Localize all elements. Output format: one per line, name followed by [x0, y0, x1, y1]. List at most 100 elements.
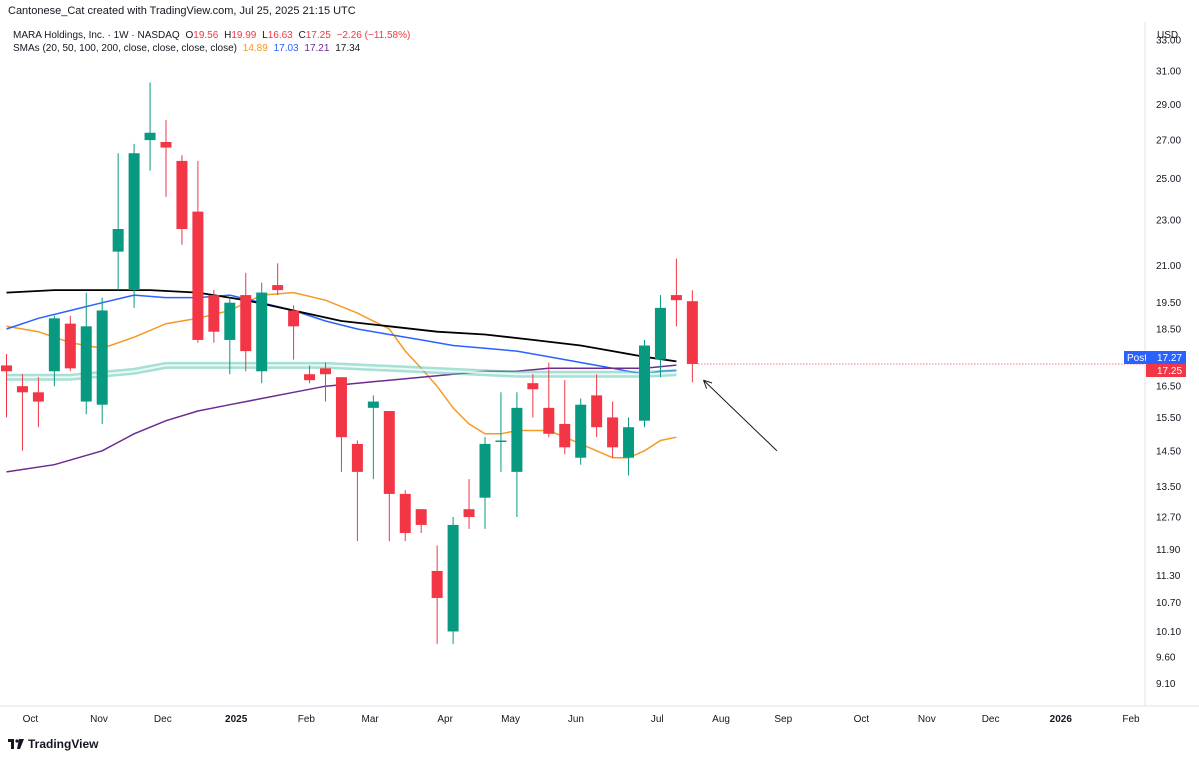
candle-body: [607, 417, 619, 448]
candle-body: [32, 392, 44, 402]
time-tick-label: 2025: [225, 714, 248, 725]
price-tick-label: 31.00: [1156, 67, 1181, 78]
time-tick-label: Oct: [854, 714, 870, 725]
time-tick-label: Feb: [298, 714, 316, 725]
price-tick-label: 11.90: [1156, 545, 1181, 556]
time-tick-label: Nov: [90, 714, 108, 725]
annotation-arrowhead: [703, 379, 708, 389]
brand-name: TradingView: [28, 737, 99, 751]
candle-body: [367, 401, 379, 408]
price-tick-label: 15.50: [1156, 413, 1181, 424]
candle-body: [463, 509, 475, 517]
candle-body: [591, 395, 603, 428]
sma-line-3: [6, 364, 677, 473]
candle-body: [16, 386, 28, 393]
candle-body: [639, 345, 650, 421]
candle-body: [335, 377, 347, 438]
candle-body: [351, 443, 363, 472]
currency-label: USD: [1157, 30, 1178, 41]
sma20-value: 14.89: [242, 43, 268, 54]
post-tag-label: Post: [1127, 353, 1147, 364]
post-value: 17.27: [1157, 353, 1182, 364]
low-value: 16.63: [267, 30, 293, 41]
time-tick-label: Aug: [712, 714, 730, 725]
candle-body: [543, 407, 555, 434]
sma200-value: 17.34: [335, 43, 361, 54]
sma-legend: SMAs (20, 50, 100, 200, close, close, cl…: [13, 43, 363, 54]
close-value: 17.25: [305, 30, 331, 41]
candle-body: [96, 310, 108, 405]
candle-body: [176, 160, 188, 230]
candle-body: [48, 318, 60, 372]
time-tick-label: 2026: [1050, 714, 1073, 725]
candle-body: [559, 423, 571, 448]
time-tick-label: Oct: [23, 714, 39, 725]
candle-body: [511, 407, 523, 472]
time-tick-label: Dec: [154, 714, 172, 725]
candle-body: [447, 524, 459, 632]
open-label: O: [185, 30, 194, 41]
time-tick-label: Mar: [362, 714, 380, 725]
tradingview-logo[interactable]: TradingView: [8, 737, 98, 751]
candle-body: [320, 368, 331, 375]
sma-line-4: [6, 289, 677, 363]
time-tick-label: Apr: [437, 714, 453, 725]
close-label: C: [298, 30, 306, 41]
price-tick-label: 16.50: [1156, 382, 1181, 393]
sma-name: SMAs (20, 50, 100, 200, close, close, cl…: [13, 43, 237, 54]
candle-body: [80, 326, 92, 402]
price-tick-label: 25.00: [1156, 174, 1181, 185]
candle-body: [112, 229, 124, 252]
price-tick-label: 27.00: [1156, 136, 1181, 147]
candle-body: [670, 295, 682, 301]
price-tick-label: 9.10: [1156, 679, 1176, 690]
attribution-text: Cantonese_Cat created with TradingView.c…: [8, 5, 356, 17]
candle-body: [144, 132, 156, 141]
time-tick-label: Jul: [651, 714, 664, 725]
candle-body: [272, 285, 284, 291]
open-value: 19.56: [193, 30, 219, 41]
candle-body: [192, 211, 204, 340]
price-tick-label: 10.70: [1156, 598, 1181, 609]
time-tick-label: Sep: [774, 714, 792, 725]
tradingview-icon: [8, 739, 24, 749]
candle-body: [256, 292, 268, 372]
last-price-value: 17.25: [1157, 366, 1182, 377]
post-value-bg: [1146, 351, 1186, 364]
time-tick-label: Jun: [568, 714, 584, 725]
candle-body: [224, 302, 236, 340]
high-value: 19.99: [231, 30, 257, 41]
candle-body: [527, 383, 539, 390]
price-tick-label: 10.10: [1156, 627, 1181, 638]
time-tick-label: May: [501, 714, 520, 725]
low-label: L: [262, 30, 268, 41]
price-tick-label: 13.50: [1156, 482, 1181, 493]
price-tick-label: 12.70: [1156, 512, 1181, 523]
sma-line-1: [6, 291, 677, 459]
candle-body: [64, 323, 76, 369]
candle-body: [288, 310, 300, 327]
annotation-arrow[interactable]: [703, 379, 778, 452]
price-tick-label: 19.50: [1156, 298, 1181, 309]
candle-body: [686, 301, 698, 364]
price-tick-label: 18.50: [1156, 325, 1181, 336]
change-value: −2.26 (−11.58%): [336, 30, 411, 41]
sma100-value: 17.21: [304, 43, 330, 54]
high-label: H: [224, 30, 232, 41]
post-tag-bg: [1124, 351, 1146, 364]
time-axis-ticks[interactable]: Oct Nov Dec 2025 Feb Mar Apr May Jun Jul Aug Sep Oct…: [23, 714, 1140, 725]
candle-body: [208, 295, 220, 332]
price-tick-label: 9.60: [1156, 652, 1176, 663]
candles: [1, 82, 698, 644]
last-price-bg: [1146, 364, 1186, 377]
price-tick-label: 23.00: [1156, 216, 1181, 227]
candle-body: [575, 404, 587, 458]
annotation-arrowhead: [703, 379, 713, 384]
price-tags: Post 17.27 17.25: [1124, 351, 1186, 377]
time-tick-label: Feb: [1122, 714, 1140, 725]
symbol-name: MARA Holdings, Inc. · 1W · NASDAQ: [13, 30, 180, 41]
time-tick-label: Nov: [918, 714, 936, 725]
candle-body: [654, 307, 666, 360]
price-tick-label: 14.50: [1156, 446, 1181, 457]
